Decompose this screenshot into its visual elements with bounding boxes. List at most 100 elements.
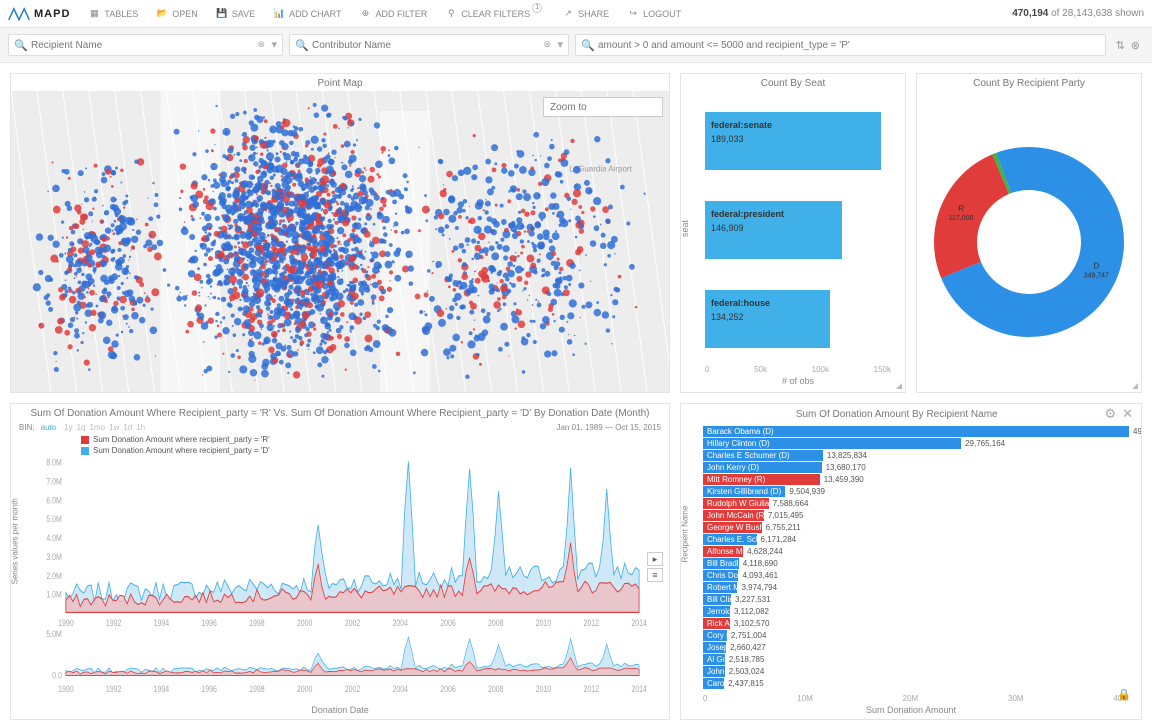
recipient-row[interactable]: Alfonse M D'Amato (R)4,628,244 xyxy=(703,546,1129,557)
topbar: MAPD ▦TABLES📂OPEN💾SAVE📊ADD CHART⊕ADD FIL… xyxy=(0,0,1152,28)
panel-title: Count By Seat xyxy=(681,74,905,91)
count-by-party-panel: Count By Recipient Party D349,747R117,00… xyxy=(916,73,1142,393)
recipient-row[interactable]: Cory Booker (D)2,751,004 xyxy=(703,630,1129,641)
svg-text:2006: 2006 xyxy=(440,617,456,628)
zoom-to-input[interactable] xyxy=(543,97,663,117)
bin-value[interactable]: auto xyxy=(41,423,57,432)
axis-label: # of obs xyxy=(705,374,891,390)
svg-text:1996: 1996 xyxy=(201,683,217,694)
recipient-row[interactable]: Kirsten Gillibrand (D)9,504,939 xyxy=(703,486,1129,497)
bin-option[interactable]: 1y xyxy=(64,423,72,432)
seat-bar[interactable]: federal:president146,909 xyxy=(705,201,842,259)
recipient-row[interactable]: Rudolph W Giuliani (R)7,588,664 xyxy=(703,498,1129,509)
seat-bar[interactable]: federal:house134,252 xyxy=(705,290,830,348)
resize-handle-icon[interactable] xyxy=(896,383,902,389)
search-icon: 🔍 xyxy=(581,39,595,52)
legend-swatch xyxy=(81,447,89,455)
svg-text:5.0M: 5.0M xyxy=(46,628,61,639)
lock-icon[interactable]: 🔒 xyxy=(1117,688,1131,701)
recipient-row[interactable]: Chris Dodd (D)4,093,461 xyxy=(703,570,1129,581)
menu-tables[interactable]: ▦TABLES xyxy=(80,4,146,24)
legend-label: Sum Donation Amount where recipient_part… xyxy=(93,435,270,444)
menu-clear-filters[interactable]: ⚲CLEAR FILTERS1 xyxy=(437,4,552,24)
bin-option[interactable]: 1q xyxy=(77,423,86,432)
svg-text:1994: 1994 xyxy=(154,683,170,694)
seat-bar[interactable]: federal:senate189,033 xyxy=(705,112,881,170)
svg-text:6.0M: 6.0M xyxy=(46,494,61,505)
recipient-row[interactable]: George W Bush (R)6,755,211 xyxy=(703,522,1129,533)
point-map-panel: Point Map LaGuardia Airport xyxy=(10,73,670,393)
recipient-row[interactable]: Barack Obama (D)49,128,604 xyxy=(703,426,1129,437)
recipient-row[interactable]: Charles E. Schumer (D)6,171,284 xyxy=(703,534,1129,545)
svg-text:R: R xyxy=(958,203,964,212)
panel-title: Sum Of Donation Amount Where Recipient_p… xyxy=(11,404,669,421)
search-icon: 🔍 xyxy=(14,39,28,52)
clear-icon[interactable]: ⊗ xyxy=(1131,39,1140,52)
svg-text:2014: 2014 xyxy=(631,683,647,694)
svg-text:1994: 1994 xyxy=(154,617,170,628)
panel-title: Point Map xyxy=(11,74,669,91)
chevron-down-icon[interactable]: ▾ xyxy=(557,38,563,51)
axis-label: seat xyxy=(681,219,690,236)
svg-text:2002: 2002 xyxy=(345,683,361,694)
legend-label: Sum Donation Amount where recipient_part… xyxy=(93,446,270,455)
menu-save[interactable]: 💾SAVE xyxy=(208,4,263,24)
contributor-name-input[interactable] xyxy=(289,34,569,56)
recipient-row[interactable]: John Edwards (D)2,503,024 xyxy=(703,666,1129,677)
recipients-panel: Sum Of Donation Amount By Recipient Name… xyxy=(680,403,1142,720)
svg-text:349,747: 349,747 xyxy=(1084,272,1109,279)
search-icon: 🔍 xyxy=(295,39,309,52)
recipient-row[interactable]: Hillary Clinton (D)29,765,164 xyxy=(703,438,1129,449)
recipient-row[interactable]: Bill Bradley (D)4,118,690 xyxy=(703,558,1129,569)
recipient-name-input[interactable] xyxy=(8,34,283,56)
clear-icon[interactable]: ⊗ xyxy=(543,39,551,50)
close-icon[interactable]: ✕ xyxy=(1122,406,1133,422)
axis-label: Recipient Name xyxy=(681,506,690,563)
panel-title: Count By Recipient Party xyxy=(917,74,1141,91)
recipient-row[interactable]: Jerrold Nadler (D)3,112,082 xyxy=(703,606,1129,617)
svg-text:1992: 1992 xyxy=(106,617,122,628)
recipient-row[interactable]: John McCain (R)7,015,495 xyxy=(703,510,1129,521)
timeline-panel: Sum Of Donation Amount Where Recipient_p… xyxy=(10,403,670,720)
recipient-row[interactable]: John Kerry (D)13,680,170 xyxy=(703,462,1129,473)
svg-text:2014: 2014 xyxy=(631,617,647,628)
menu-add-chart[interactable]: 📊ADD CHART xyxy=(265,4,349,24)
chevron-down-icon[interactable]: ▾ xyxy=(271,38,277,51)
resize-handle-icon[interactable] xyxy=(1132,383,1138,389)
svg-text:2010: 2010 xyxy=(536,683,552,694)
svg-text:2010: 2010 xyxy=(536,617,552,628)
gear-icon[interactable]: ⚙ xyxy=(1104,406,1116,422)
recipient-row[interactable]: Charles E Schumer (D)13,825,834 xyxy=(703,450,1129,461)
svg-text:2008: 2008 xyxy=(488,683,504,694)
menu: ▦TABLES📂OPEN💾SAVE📊ADD CHART⊕ADD FILTER⚲C… xyxy=(80,4,689,24)
recipient-row[interactable]: Robert Menendez (D)3,974,794 xyxy=(703,582,1129,593)
svg-text:1998: 1998 xyxy=(249,683,265,694)
recipient-row[interactable]: Carolyn B Maloney (D)2,437,815 xyxy=(703,678,1129,689)
recipient-row[interactable]: Rick A Lazio (R)3,102,570 xyxy=(703,618,1129,629)
expression-input[interactable] xyxy=(575,34,1106,56)
panel-title: Sum Of Donation Amount By Recipient Name xyxy=(689,409,1104,420)
bin-option[interactable]: 1mo xyxy=(90,423,106,432)
svg-text:2004: 2004 xyxy=(392,683,408,694)
menu-open[interactable]: 📂OPEN xyxy=(148,4,206,24)
filter-controls-icon[interactable]: ⇅ xyxy=(1116,39,1125,52)
list-icon[interactable]: ≡ xyxy=(647,568,663,582)
svg-text:1998: 1998 xyxy=(249,617,265,628)
menu-add-filter[interactable]: ⊕ADD FILTER xyxy=(351,4,435,24)
svg-text:8.0M: 8.0M xyxy=(46,456,61,467)
menu-logout[interactable]: ↪LOGOUT xyxy=(619,4,689,24)
map-canvas[interactable]: LaGuardia Airport xyxy=(11,91,669,392)
menu-share[interactable]: ↗SHARE xyxy=(554,4,617,24)
bin-option[interactable]: 1d xyxy=(123,423,132,432)
recipient-row[interactable]: Bill Clinton (D)3,227,531 xyxy=(703,594,1129,605)
clear-icon[interactable]: ⊗ xyxy=(257,39,265,50)
svg-text:2012: 2012 xyxy=(584,683,600,694)
bin-option[interactable]: 1w xyxy=(109,423,119,432)
bin-option[interactable]: 1h xyxy=(136,423,145,432)
recipient-row[interactable]: Joseph R Biden Jr (D)2,660,427 xyxy=(703,642,1129,653)
axis-label: Donation Date xyxy=(11,703,669,719)
play-icon[interactable]: ▸ xyxy=(647,552,663,566)
svg-text:0.0: 0.0 xyxy=(52,669,62,680)
recipient-row[interactable]: Al Gore (D)2,518,785 xyxy=(703,654,1129,665)
recipient-row[interactable]: Mitt Romney (R)13,459,390 xyxy=(703,474,1129,485)
